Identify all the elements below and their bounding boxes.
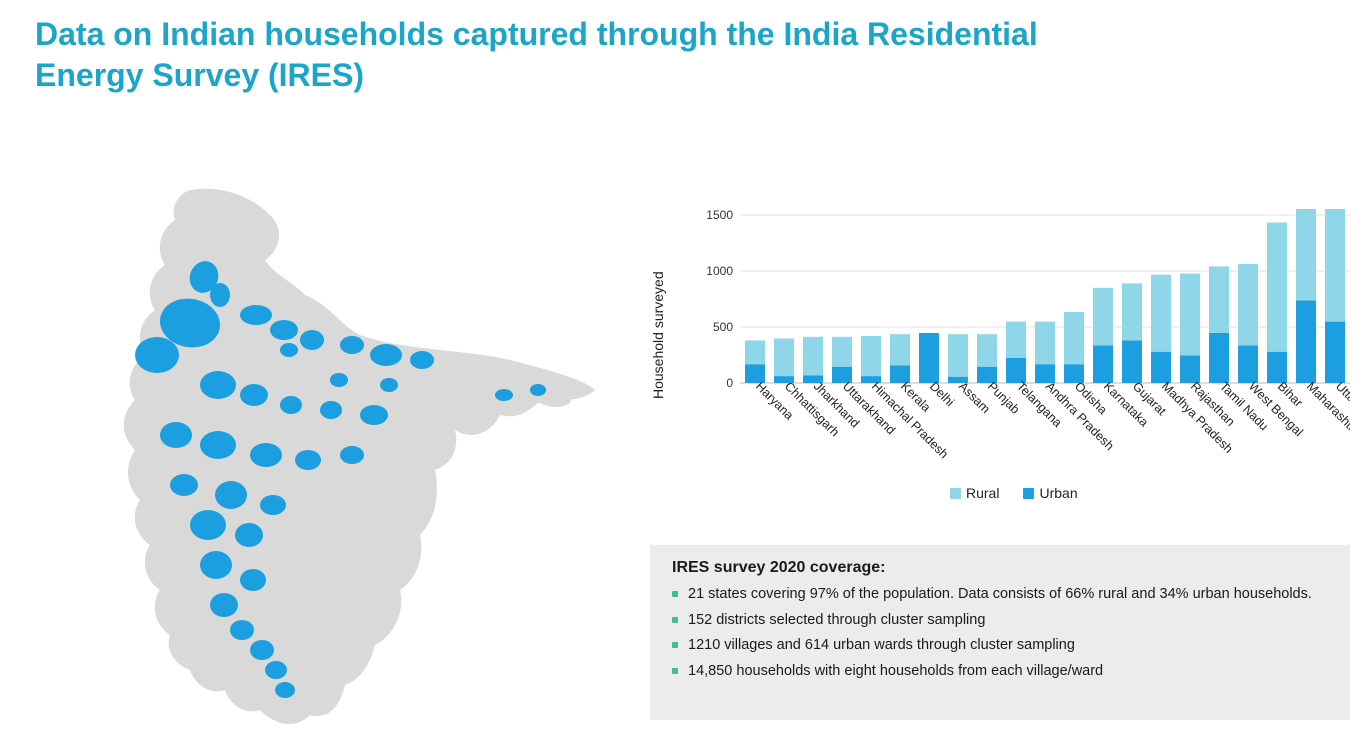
- bar-himachal-pradesh[interactable]: [861, 336, 881, 383]
- slide-title: Data on Indian households captured throu…: [35, 14, 1335, 96]
- urban-legend-swatch: [1023, 488, 1034, 499]
- bar-assam[interactable]: [948, 334, 968, 383]
- bar-rajasthan[interactable]: [1180, 274, 1200, 384]
- bar-kerala[interactable]: [890, 334, 910, 383]
- bar-delhi[interactable]: [919, 333, 939, 383]
- bar-gujarat[interactable]: [1122, 283, 1142, 383]
- category-labels: Haryana Chhattisgarh Jharkhand Uttarakha…: [753, 379, 1350, 461]
- bar-west-bengal[interactable]: [1238, 264, 1258, 383]
- bar-maharashtra[interactable]: [1296, 209, 1316, 383]
- bar-andhra-pradesh[interactable]: [1035, 322, 1055, 383]
- svg-text:1500: 1500: [706, 208, 733, 222]
- india-map: [40, 185, 600, 730]
- coverage-bullet-3: 14,850 households with eight households …: [672, 662, 1328, 682]
- legend-item-rural[interactable]: Rural: [950, 485, 999, 501]
- coverage-bullet-1: 152 districts selected through cluster s…: [672, 611, 1328, 631]
- svg-text:500: 500: [713, 320, 733, 334]
- title-line-1: Data on Indian households captured throu…: [35, 14, 1335, 55]
- legend-item-urban[interactable]: Urban: [1023, 485, 1077, 501]
- survey-coverage-box: IRES survey 2020 coverage: 21 states cov…: [650, 545, 1350, 720]
- slide-root: Data on Indian households captured throu…: [0, 0, 1372, 730]
- bar-jharkhand[interactable]: [803, 337, 823, 383]
- svg-text:Assam: Assam: [956, 379, 993, 416]
- coverage-bullet-2: 1210 villages and 614 urban wards throug…: [672, 636, 1328, 656]
- coverage-bullet-0: 21 states covering 97% of the population…: [672, 585, 1328, 605]
- y-axis-title: Household surveyed: [650, 205, 670, 465]
- survey-coverage-list: 21 states covering 97% of the population…: [672, 585, 1328, 681]
- bar-telangana[interactable]: [1006, 322, 1026, 383]
- bar-chart-svg-box[interactable]: 1500 1000 500 0: [705, 195, 1350, 465]
- survey-coverage-heading: IRES survey 2020 coverage:: [672, 559, 1328, 577]
- bar-punjab[interactable]: [977, 334, 997, 383]
- bar-uttarakhand[interactable]: [832, 337, 852, 383]
- bar-odisha[interactable]: [1064, 312, 1084, 383]
- bar-tamil-nadu[interactable]: [1209, 266, 1229, 383]
- india-map-svg: [40, 185, 600, 730]
- bars-group[interactable]: [745, 209, 1345, 383]
- rural-legend-swatch: [950, 488, 961, 499]
- title-line-2: Energy Survey (IRES): [35, 55, 1335, 96]
- urban-legend-label: Urban: [1039, 485, 1077, 501]
- bar-karnataka[interactable]: [1093, 288, 1113, 383]
- bar-uttar-pradesh[interactable]: [1325, 209, 1345, 383]
- bar-chart-svg[interactable]: 1500 1000 500 0: [705, 195, 1350, 465]
- rural-legend-label: Rural: [966, 485, 999, 501]
- bar-chhattisgarh[interactable]: [774, 339, 794, 384]
- svg-text:Punjab: Punjab: [985, 379, 1022, 416]
- household-chart: Household surveyed 1500 1000 500 0: [650, 185, 1350, 525]
- svg-text:0: 0: [726, 376, 733, 390]
- bar-madhya-pradesh[interactable]: [1151, 275, 1171, 383]
- chart-legend: Rural Urban: [950, 485, 1096, 501]
- bar-bihar[interactable]: [1267, 223, 1287, 384]
- svg-text:1000: 1000: [706, 264, 733, 278]
- bar-haryana[interactable]: [745, 340, 765, 383]
